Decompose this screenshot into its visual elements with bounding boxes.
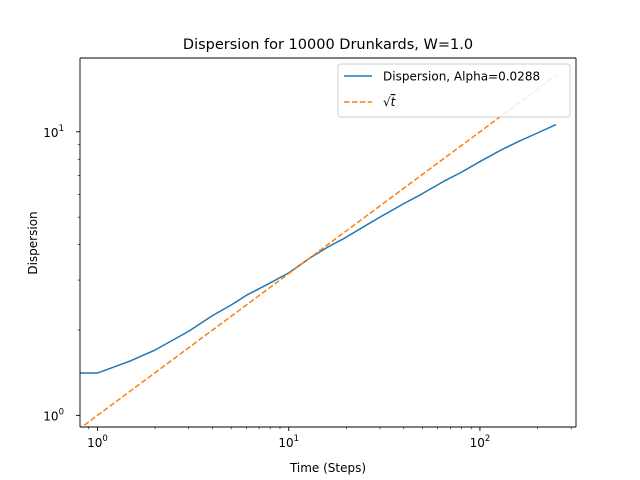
series-line-2 (80, 74, 557, 427)
axes-frame (79, 57, 577, 428)
legend-label-sqrt-t: √t (383, 95, 397, 109)
y-tick-label-exponent: 1 (59, 124, 64, 134)
x-tick-label-exponent: 2 (485, 434, 490, 444)
legend-sqrt-variable: t (391, 95, 397, 109)
x-tick-label: 101 (278, 434, 299, 450)
y-tick-label: 100 (43, 407, 64, 423)
legend: Dispersion, Alpha=0.0288 √t (337, 63, 571, 118)
x-tick-label-exponent: 0 (102, 434, 107, 444)
y-tick-label: 101 (43, 124, 64, 140)
legend-label-dispersion: Dispersion, Alpha=0.0288 (383, 70, 540, 84)
series-layer (80, 74, 557, 427)
chart-title: Dispersion for 10000 Drunkards, W=1.0 (183, 37, 473, 53)
legend-box (337, 63, 571, 118)
x-tick-label: 102 (470, 434, 491, 450)
legend-sqrt-symbol: √ (383, 95, 391, 109)
plot-area (80, 58, 576, 427)
y-tick-label-exponent: 0 (59, 407, 64, 417)
y-axis-label: Dispersion (26, 211, 40, 274)
x-tick-label: 100 (87, 434, 108, 450)
x-axis-label: Time (Steps) (289, 461, 366, 475)
x-tick-label-exponent: 1 (294, 434, 299, 444)
series-line-1 (80, 123, 557, 374)
